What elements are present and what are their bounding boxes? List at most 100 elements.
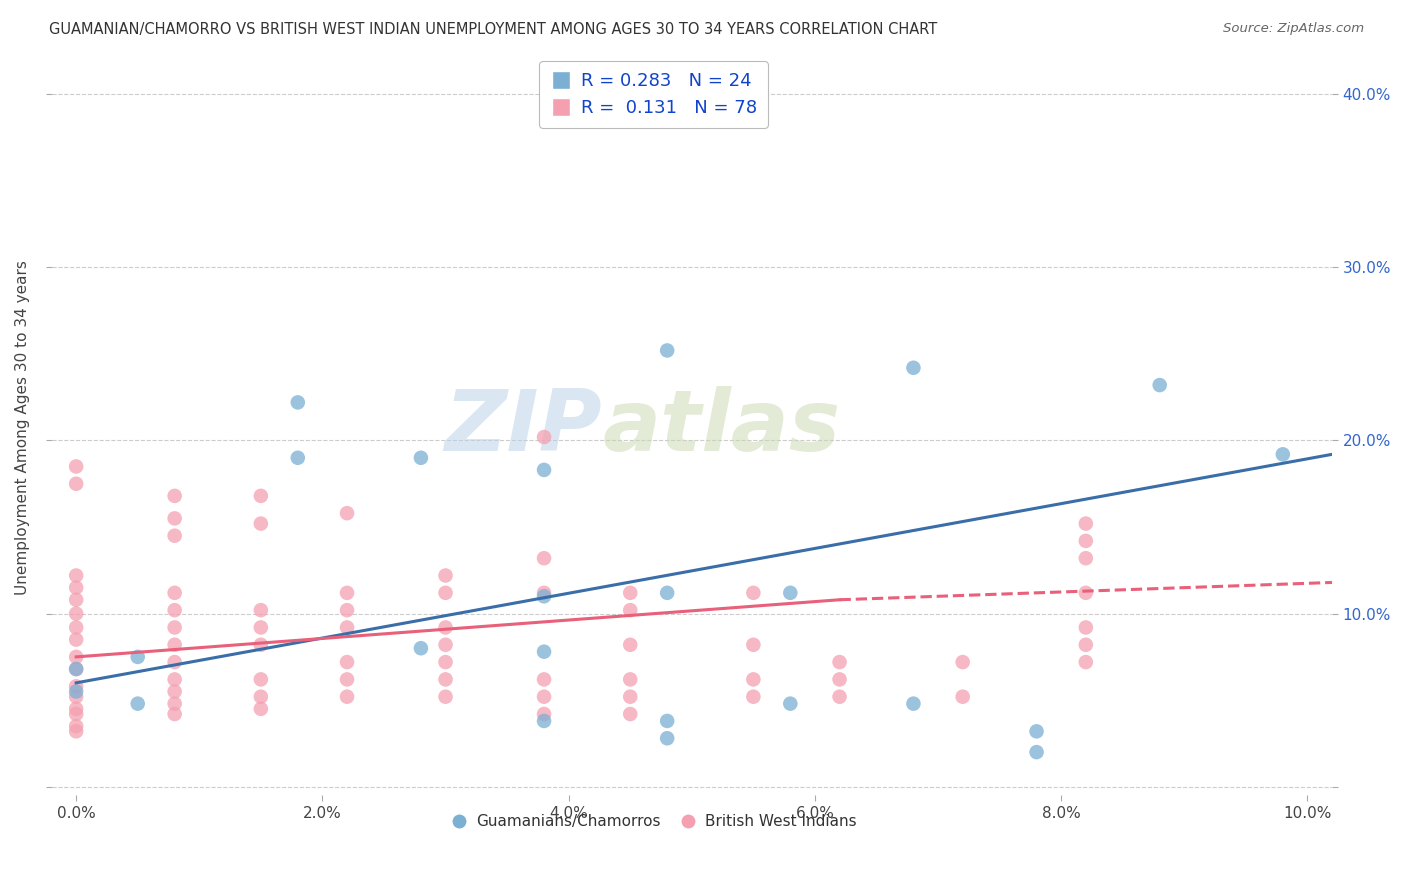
Point: [65, 679, 87, 693]
Point: [163, 655, 186, 669]
Point: [952, 690, 974, 704]
Point: [828, 673, 851, 687]
Point: [65, 706, 87, 721]
Point: [1025, 724, 1047, 739]
Point: [163, 638, 186, 652]
Point: [619, 706, 641, 721]
Point: [250, 638, 273, 652]
Point: [127, 697, 149, 711]
Point: [952, 655, 974, 669]
Point: [163, 684, 186, 698]
Text: atlas: atlas: [602, 386, 841, 469]
Point: [163, 586, 186, 600]
Point: [65, 632, 87, 647]
Point: [336, 603, 359, 617]
Point: [533, 673, 555, 687]
Point: [65, 690, 87, 704]
Point: [65, 459, 87, 474]
Point: [250, 489, 273, 503]
Point: [533, 706, 555, 721]
Text: ZIP: ZIP: [444, 386, 602, 469]
Point: [163, 620, 186, 634]
Point: [1074, 516, 1097, 531]
Point: [65, 662, 87, 676]
Point: [533, 430, 555, 444]
Legend: Guamanians/Chamorros, British West Indians: Guamanians/Chamorros, British West India…: [444, 808, 863, 836]
Point: [336, 620, 359, 634]
Point: [65, 662, 87, 676]
Point: [65, 581, 87, 595]
Point: [250, 516, 273, 531]
Point: [336, 506, 359, 520]
Point: [619, 603, 641, 617]
Point: [903, 360, 925, 375]
Point: [434, 568, 457, 582]
Point: [742, 673, 765, 687]
Point: [434, 586, 457, 600]
Point: [65, 607, 87, 621]
Point: [742, 690, 765, 704]
Point: [250, 603, 273, 617]
Point: [619, 586, 641, 600]
Point: [533, 645, 555, 659]
Point: [65, 702, 87, 716]
Point: [163, 673, 186, 687]
Point: [657, 731, 679, 746]
Point: [163, 697, 186, 711]
Point: [657, 586, 679, 600]
Point: [65, 620, 87, 634]
Point: [533, 463, 555, 477]
Point: [533, 714, 555, 728]
Point: [250, 673, 273, 687]
Point: [65, 476, 87, 491]
Point: [287, 395, 309, 409]
Point: [779, 586, 801, 600]
Text: GUAMANIAN/CHAMORRO VS BRITISH WEST INDIAN UNEMPLOYMENT AMONG AGES 30 TO 34 YEARS: GUAMANIAN/CHAMORRO VS BRITISH WEST INDIA…: [49, 22, 938, 37]
Point: [163, 511, 186, 525]
Point: [65, 592, 87, 607]
Point: [619, 673, 641, 687]
Point: [336, 586, 359, 600]
Point: [779, 697, 801, 711]
Point: [1074, 638, 1097, 652]
Point: [336, 673, 359, 687]
Text: Source: ZipAtlas.com: Source: ZipAtlas.com: [1223, 22, 1364, 36]
Point: [828, 655, 851, 669]
Point: [742, 638, 765, 652]
Point: [336, 655, 359, 669]
Point: [657, 714, 679, 728]
Point: [1074, 655, 1097, 669]
Point: [409, 450, 432, 465]
Point: [533, 589, 555, 603]
Point: [1074, 551, 1097, 566]
Point: [1074, 533, 1097, 548]
Point: [742, 586, 765, 600]
Point: [1149, 378, 1171, 392]
Point: [163, 489, 186, 503]
Point: [65, 719, 87, 733]
Point: [533, 586, 555, 600]
Point: [336, 690, 359, 704]
Point: [533, 690, 555, 704]
Point: [65, 568, 87, 582]
Point: [250, 702, 273, 716]
Point: [434, 673, 457, 687]
Point: [828, 690, 851, 704]
Point: [619, 638, 641, 652]
Point: [287, 450, 309, 465]
Point: [434, 655, 457, 669]
Point: [619, 690, 641, 704]
Point: [903, 697, 925, 711]
Point: [434, 638, 457, 652]
Point: [1271, 447, 1294, 461]
Point: [163, 529, 186, 543]
Point: [533, 551, 555, 566]
Point: [657, 343, 679, 358]
Point: [250, 690, 273, 704]
Point: [409, 641, 432, 656]
Point: [1025, 745, 1047, 759]
Point: [434, 690, 457, 704]
Point: [163, 603, 186, 617]
Point: [250, 620, 273, 634]
Point: [65, 684, 87, 698]
